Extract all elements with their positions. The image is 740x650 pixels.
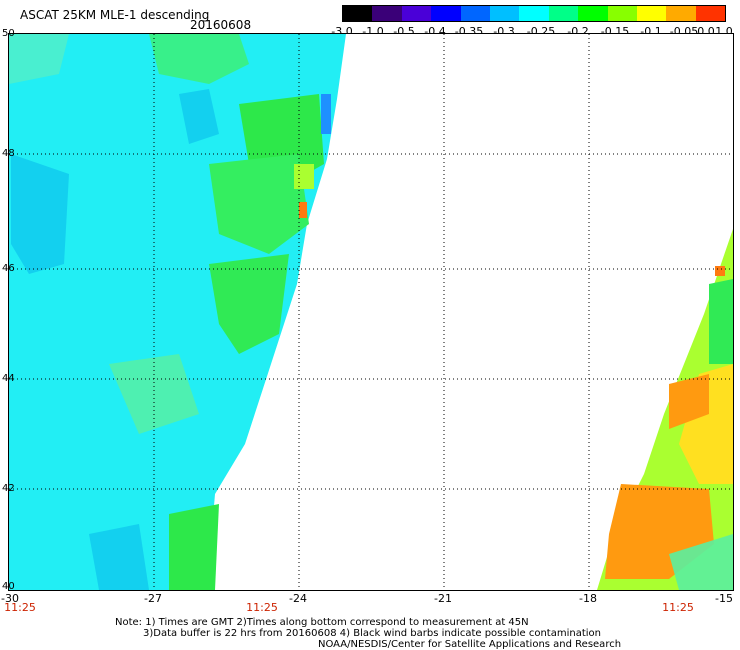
lat-label: 48 xyxy=(2,148,15,159)
lon-label: -18 xyxy=(579,592,597,605)
colorbar-swatch xyxy=(372,6,402,21)
graticule xyxy=(9,34,733,590)
map-svg xyxy=(9,34,733,590)
green-patch xyxy=(169,504,219,590)
green-patch xyxy=(669,534,733,590)
lon-label: -30 xyxy=(1,592,19,605)
lon-label: -27 xyxy=(144,592,162,605)
lat-label: 46 xyxy=(2,263,15,274)
colorbar-swatch xyxy=(519,6,549,21)
yellow-pixel xyxy=(294,164,314,189)
green-patch xyxy=(209,254,289,354)
green-patch xyxy=(149,34,249,84)
lat-label: 44 xyxy=(2,373,15,384)
note-line: 3)Data buffer is 22 hrs from 20160608 4)… xyxy=(143,628,601,639)
lon-label: -15 xyxy=(715,592,733,605)
colorbar-swatch xyxy=(578,6,608,21)
colorbar xyxy=(342,5,726,22)
deep-cyan-patch xyxy=(11,154,69,274)
map-title: ASCAT 25KM MLE-1 descending xyxy=(20,8,210,22)
orange-pixel xyxy=(299,202,307,218)
green-patch xyxy=(9,34,69,84)
note-line: NOAA/NESDIS/Center for Satellite Applica… xyxy=(318,639,622,650)
note-line: Note: 1) Times are GMT 2)Times along bot… xyxy=(115,617,529,628)
colorbar-swatch xyxy=(489,6,520,21)
lon-label: -21 xyxy=(434,592,452,605)
time-label: 11:25 xyxy=(246,601,278,614)
green-patch xyxy=(209,154,309,254)
time-label: 11:25 xyxy=(662,601,694,614)
orange-patch xyxy=(669,374,709,429)
deep-cyan-patch xyxy=(179,89,219,144)
colorbar-swatch xyxy=(431,6,461,21)
green-patch xyxy=(709,279,733,364)
colorbar-swatch xyxy=(636,6,667,21)
colorbar-swatch xyxy=(695,6,726,21)
yellow-patch xyxy=(679,364,733,484)
colorbar-swatch xyxy=(548,6,579,21)
lon-label: -24 xyxy=(289,592,307,605)
colorbar-swatch xyxy=(607,6,637,21)
time-label: 11:25 xyxy=(4,601,36,614)
lat-label: 40 xyxy=(2,581,15,592)
colorbar-swatch xyxy=(401,6,432,21)
lat-label: 50 xyxy=(2,28,15,39)
colorbar-swatch xyxy=(343,6,373,21)
map-date: 20160608 xyxy=(190,18,252,32)
orange-pixel xyxy=(715,266,725,276)
colorbar-swatch xyxy=(666,6,696,21)
colorbar-swatch xyxy=(460,6,490,21)
blue-pixel xyxy=(321,94,331,134)
deep-cyan-patch xyxy=(89,524,149,590)
map-plot-area[interactable] xyxy=(8,33,734,591)
lat-label: 42 xyxy=(2,483,15,494)
